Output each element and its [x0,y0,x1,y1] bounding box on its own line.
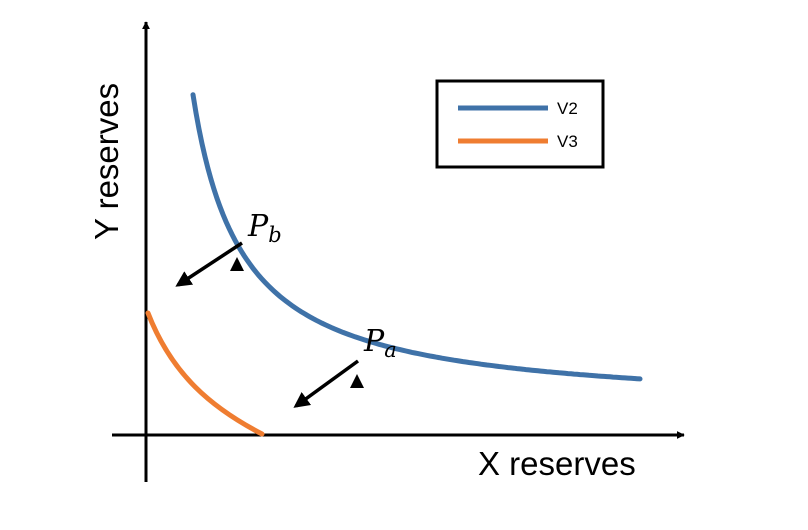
legend-label-v3: V3 [557,132,578,151]
y-axis-title: Y reserves [88,83,125,240]
point-b-annotation: Pb [175,209,282,287]
v3-curve [145,310,265,437]
point-a-triangle-icon [350,374,364,388]
legend-box [435,79,605,169]
point-b-triangle-icon [230,257,244,271]
legend-label-v2: V2 [557,99,578,118]
point-a-arrow [293,359,360,408]
point-b-label: Pb [247,209,282,247]
legend: V2 V3 [435,79,605,169]
point-a-annotation: Pa [293,324,397,408]
point-b-arrow [175,241,243,287]
v2-curve [190,92,643,382]
x-axis-title: X reserves [478,445,636,482]
point-a-label: Pa [363,324,397,362]
